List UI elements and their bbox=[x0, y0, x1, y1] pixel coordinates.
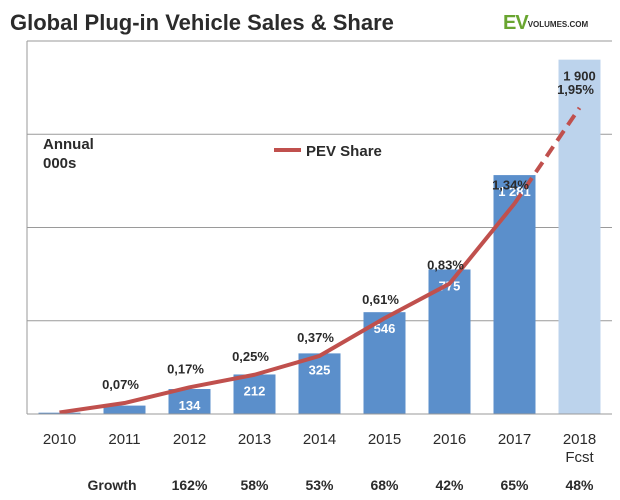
growth-value-2014: 53% bbox=[305, 477, 334, 493]
share-line-actual bbox=[59, 202, 517, 415]
x-tick-2017: 2017 bbox=[498, 431, 531, 448]
growth-value-2012: 162% bbox=[172, 477, 208, 493]
share-label-2013: 0,25% bbox=[232, 349, 269, 364]
logo-domain-text: VOLUMES.COM bbox=[527, 20, 589, 29]
x-tick-sublabel-2018: Fcst bbox=[565, 449, 594, 466]
x-tick-2011: 2011 bbox=[108, 431, 140, 448]
legend-label: PEV Share bbox=[306, 143, 382, 160]
bar-2018 bbox=[558, 59, 601, 415]
logo-ev-text: EV bbox=[503, 12, 529, 34]
bar-2013 bbox=[233, 374, 276, 414]
bar-value-label-2018: 1 900 bbox=[563, 69, 596, 84]
bar-2014 bbox=[298, 353, 341, 414]
share-label-2015: 0,61% bbox=[362, 292, 399, 307]
share-line bbox=[59, 106, 582, 415]
chart-title: Global Plug-in Vehicle Sales & Share bbox=[10, 10, 394, 35]
x-tick-2012: 2012 bbox=[173, 431, 206, 448]
bar-2012 bbox=[168, 389, 211, 414]
x-tick-2016: 2016 bbox=[433, 431, 466, 448]
bar-value-label-2015: 546 bbox=[374, 321, 396, 336]
bar-value-label-2016: 775 bbox=[439, 278, 461, 293]
share-labels: 0,07% 0,17% 0,25% 0,37% 0,61% 0,83% 1,34% 1,95% bbox=[102, 82, 594, 392]
share-label-2018: 1,95% bbox=[557, 82, 594, 97]
growth-row-label: Growth bbox=[88, 477, 137, 493]
growth-row: 162% 58% 53% 68% 42% 65% 48% bbox=[172, 477, 594, 493]
bars bbox=[38, 59, 601, 415]
share-line-forecast bbox=[512, 106, 582, 205]
bar-value-label-2012: 134 bbox=[179, 398, 201, 413]
y-axis-label-line2: 000s bbox=[43, 155, 76, 172]
bar-2010 bbox=[38, 412, 81, 414]
share-label-2012: 0,17% bbox=[167, 361, 204, 376]
bar-labels: 134 212 325 546 775 1 281 1 900 bbox=[179, 69, 596, 413]
x-tick-2013: 2013 bbox=[238, 431, 271, 448]
share-label-2011: 0,07% bbox=[102, 377, 139, 392]
bar-value-label-2013: 212 bbox=[244, 383, 266, 398]
x-tick-2015: 2015 bbox=[368, 431, 401, 448]
ev-volumes-logo[interactable]: EVVOLUMES.COM bbox=[503, 12, 588, 35]
x-tick-2014: 2014 bbox=[303, 431, 336, 448]
growth-value-2017: 65% bbox=[500, 477, 529, 493]
growth-value-2015: 68% bbox=[370, 477, 399, 493]
growth-value-2013: 58% bbox=[240, 477, 269, 493]
y-axis-label-line1: Annual bbox=[43, 136, 94, 153]
growth-value-2018: 48% bbox=[565, 477, 594, 493]
bar-2015 bbox=[363, 312, 406, 414]
bar-2016 bbox=[428, 269, 471, 414]
x-tick-2018: 2018 bbox=[563, 431, 596, 448]
share-label-2016: 0,83% bbox=[427, 258, 464, 273]
bar-value-label-2017: 1 281 bbox=[498, 184, 531, 199]
share-label-2014: 0,37% bbox=[297, 330, 334, 345]
bar-value-label-2014: 325 bbox=[309, 362, 331, 377]
bar-2011 bbox=[103, 405, 146, 414]
growth-value-2016: 42% bbox=[435, 477, 464, 493]
bar-2017 bbox=[493, 175, 536, 414]
x-tick-2010: 2010 bbox=[43, 431, 76, 448]
share-label-2017: 1,34% bbox=[492, 178, 529, 193]
